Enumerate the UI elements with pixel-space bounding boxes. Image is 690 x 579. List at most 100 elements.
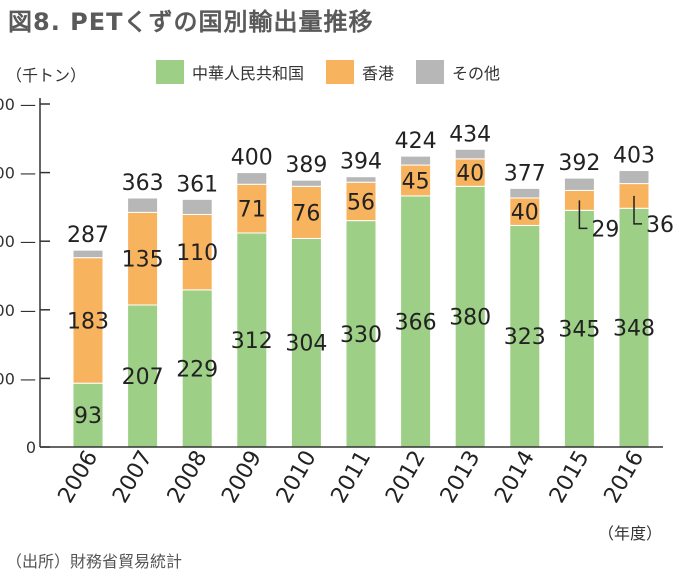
legend-item-china: 中華人民共和国 bbox=[156, 60, 304, 84]
bar-group-2012: 366 45 424 bbox=[395, 129, 437, 448]
value-label-china: 93 bbox=[74, 404, 102, 429]
value-label-hongkong: 110 bbox=[176, 241, 218, 266]
bar-segment-china bbox=[509, 224, 541, 448]
x-tick-label: 2007 bbox=[108, 447, 158, 508]
bars: 93 183 287 207 135 363 229 110 361 312 71 400 304 76 3… bbox=[67, 122, 674, 448]
y-tick-label: 0 bbox=[26, 438, 36, 457]
y-tick-label: 400 — bbox=[0, 164, 36, 183]
x-tick-label: 2008 bbox=[163, 447, 213, 508]
bar-group-2008: 229 110 361 bbox=[176, 172, 218, 448]
bar-segment-hongkong bbox=[454, 158, 486, 187]
value-label-china: 312 bbox=[231, 329, 273, 354]
y-tick-label: 200 — bbox=[0, 301, 36, 320]
total-label: 400 bbox=[231, 146, 273, 171]
bar-group-2011: 330 56 394 bbox=[340, 150, 382, 448]
bar-segment-china bbox=[236, 232, 268, 448]
source-note: （出所）財務省貿易統計 bbox=[6, 552, 183, 571]
value-label-hongkong: 40 bbox=[456, 162, 484, 187]
bar-group-2013: 380 40 434 bbox=[449, 122, 491, 448]
value-label-china: 345 bbox=[558, 318, 600, 343]
value-label-hongkong: 45 bbox=[402, 169, 430, 194]
bar-segment-other bbox=[563, 177, 595, 191]
total-label: 361 bbox=[176, 172, 218, 197]
bar-segment-china bbox=[454, 185, 486, 448]
legend-item-other: その他 bbox=[416, 60, 500, 84]
legend-swatch-other bbox=[416, 60, 445, 84]
bar-group-2015: 345 29 392 bbox=[558, 151, 619, 448]
bar-group-2009: 312 71 400 bbox=[231, 146, 273, 448]
y-tick-label: 100 — bbox=[0, 369, 36, 388]
x-tick-label: 2011 bbox=[327, 447, 377, 508]
legend-label-other: その他 bbox=[452, 64, 501, 83]
bar-segment-hongkong bbox=[236, 183, 268, 234]
x-tick-label: 2014 bbox=[490, 447, 540, 508]
x-tick-label: 2012 bbox=[381, 447, 431, 508]
bar-segment-hongkong bbox=[290, 185, 322, 239]
bar-segment-china bbox=[400, 195, 432, 448]
x-axis: 2006 2007 2008 2009 2010 2011 2012 2013 2014 2015… bbox=[40, 446, 663, 508]
x-tick-label: 2015 bbox=[545, 447, 595, 508]
value-label-china: 366 bbox=[395, 310, 437, 335]
bar-segment-hongkong bbox=[181, 213, 213, 291]
bar-segment-other bbox=[400, 155, 432, 166]
bar-segment-other bbox=[181, 198, 213, 215]
value-label-hongkong: 135 bbox=[122, 248, 164, 273]
y-axis-unit-label: （千トン） bbox=[6, 66, 87, 85]
value-label-china: 348 bbox=[613, 317, 655, 342]
value-label-china: 330 bbox=[340, 323, 382, 348]
y-axis: 0 100 — 200 — 300 — 400 — 500 — bbox=[0, 95, 50, 457]
value-label-hongkong: 29 bbox=[591, 217, 619, 242]
bar-segment-other bbox=[618, 170, 650, 185]
total-label: 424 bbox=[395, 129, 437, 154]
x-tick-label: 2016 bbox=[600, 447, 650, 508]
total-label: 394 bbox=[340, 150, 382, 175]
bar-segment-china bbox=[72, 382, 104, 448]
bar-segment-other bbox=[127, 197, 159, 213]
bar-segment-other bbox=[345, 176, 377, 183]
total-label: 287 bbox=[67, 223, 109, 248]
value-label-hongkong: 71 bbox=[238, 198, 266, 223]
total-label: 377 bbox=[504, 161, 546, 186]
bar-group-2006: 93 183 287 bbox=[67, 223, 109, 448]
bar-segment-other bbox=[454, 148, 486, 160]
legend-label-china: 中華人民共和国 bbox=[192, 64, 305, 83]
bar-segment-hongkong bbox=[72, 257, 104, 384]
y-tick-label: 300 — bbox=[0, 232, 36, 251]
value-label-china: 380 bbox=[449, 306, 491, 331]
x-axis-unit-label: （年度） bbox=[598, 524, 663, 543]
bar-segment-other bbox=[509, 187, 541, 199]
bar-segment-other bbox=[236, 172, 268, 185]
x-tick-label: 2010 bbox=[272, 447, 322, 508]
value-label-china: 229 bbox=[176, 357, 218, 382]
x-tick-label: 2006 bbox=[54, 447, 104, 508]
value-label-china: 207 bbox=[122, 365, 164, 390]
value-label-china: 323 bbox=[504, 325, 546, 350]
bar-group-2016: 348 36 403 bbox=[613, 144, 674, 448]
bar-segment-other bbox=[290, 179, 322, 187]
bar-segment-other bbox=[72, 249, 104, 259]
legend-swatch-hongkong bbox=[326, 60, 355, 84]
bar-segment-china bbox=[345, 220, 377, 448]
x-tick-label: 2009 bbox=[217, 447, 267, 508]
total-label: 363 bbox=[122, 171, 164, 196]
value-label-hongkong: 183 bbox=[67, 309, 109, 334]
value-label-hongkong: 76 bbox=[292, 201, 320, 226]
value-label-hongkong: 56 bbox=[347, 190, 375, 215]
total-label: 434 bbox=[449, 122, 491, 147]
y-tick-label: 500 — bbox=[0, 95, 36, 114]
legend: 中華人民共和国 香港 その他 bbox=[156, 60, 500, 84]
callout-leader bbox=[633, 195, 642, 225]
legend-label-hongkong: 香港 bbox=[362, 64, 395, 83]
total-label: 403 bbox=[613, 144, 655, 169]
callout-leader bbox=[578, 200, 588, 230]
value-label-china: 304 bbox=[285, 332, 327, 357]
value-label-hongkong: 40 bbox=[511, 201, 539, 226]
legend-swatch-china bbox=[156, 60, 184, 84]
bar-segment-hongkong bbox=[400, 164, 432, 197]
x-tick-label: 2013 bbox=[436, 447, 486, 508]
total-label: 392 bbox=[558, 151, 600, 176]
bar-segment-china bbox=[618, 207, 650, 448]
value-label-hongkong: 36 bbox=[646, 213, 674, 238]
bar-segment-china bbox=[127, 304, 159, 448]
